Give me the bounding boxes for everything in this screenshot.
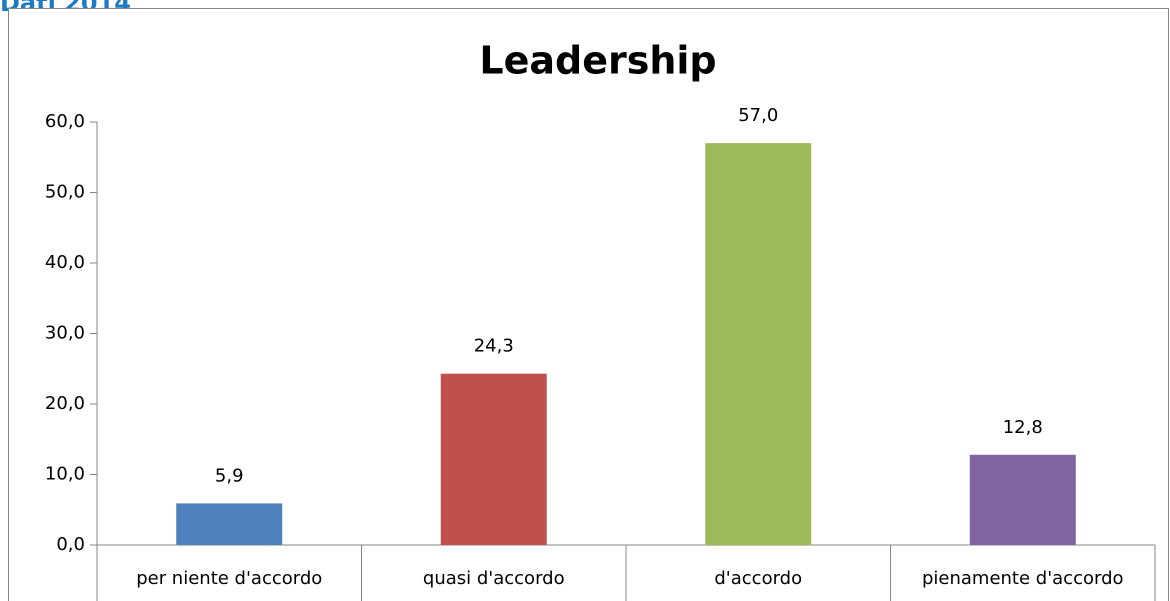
y-tick-label: 40,0 xyxy=(45,252,85,273)
x-tick-label: per niente d'accordo xyxy=(136,568,322,589)
bar xyxy=(969,454,1076,545)
value-label: 12,8 xyxy=(1003,417,1043,438)
y-tick-label: 30,0 xyxy=(45,323,85,344)
chart-title: Leadership xyxy=(479,39,716,83)
y-tick-label: 0,0 xyxy=(56,534,85,555)
y-tick-label: 10,0 xyxy=(45,464,85,485)
value-label: 5,9 xyxy=(215,465,244,486)
x-tick-label: d'accordo xyxy=(714,568,802,589)
bar xyxy=(440,373,547,545)
y-tick-label: 60,0 xyxy=(45,111,85,132)
bar xyxy=(705,143,812,545)
value-label: 24,3 xyxy=(474,336,514,357)
value-label: 57,0 xyxy=(738,105,778,126)
y-tick-label: 50,0 xyxy=(45,182,85,203)
x-tick-label: quasi d'accordo xyxy=(423,568,565,589)
x-tick-label: pienamente d'accordo xyxy=(922,568,1124,589)
bar xyxy=(176,503,283,545)
y-tick-label: 20,0 xyxy=(45,393,85,414)
